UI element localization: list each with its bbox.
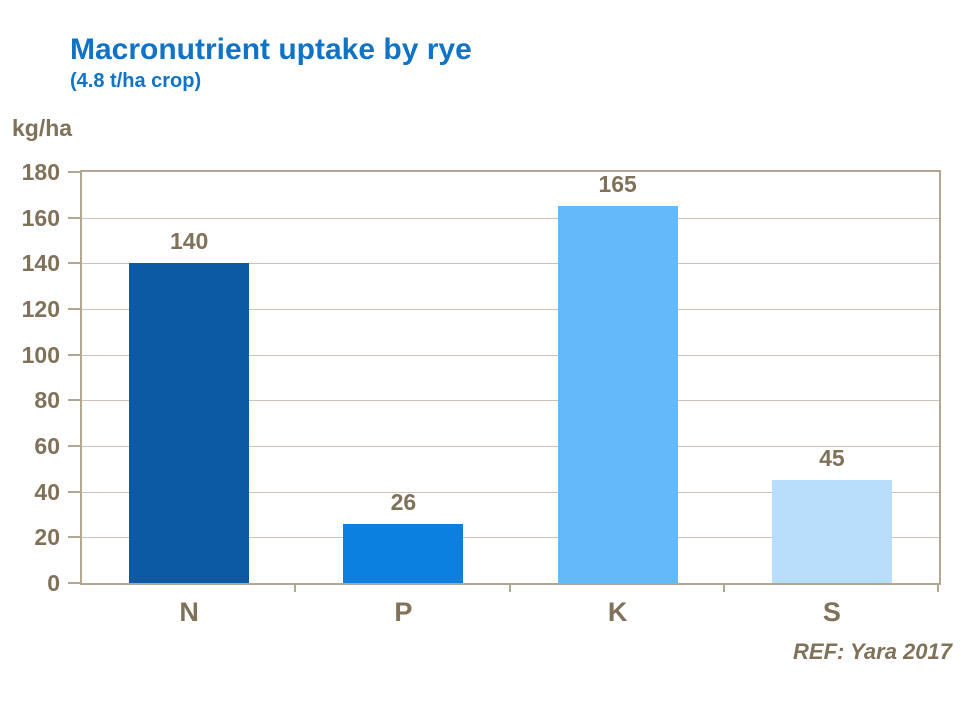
y-tick-label-160: 160 bbox=[21, 204, 60, 231]
y-tick-label-0: 0 bbox=[47, 570, 60, 596]
y-tick-label-20: 20 bbox=[34, 524, 60, 551]
gridline bbox=[82, 446, 939, 447]
y-tick-label-80: 80 bbox=[34, 387, 60, 414]
x-tick-mark bbox=[937, 585, 939, 592]
gridline bbox=[82, 537, 939, 539]
x-axis-label-K: K bbox=[607, 597, 628, 627]
y-tick-mark bbox=[68, 582, 80, 584]
y-tick-mark bbox=[68, 308, 80, 310]
chart-subtitle: (4.8 t/ha crop) bbox=[70, 70, 202, 92]
gridline bbox=[82, 400, 939, 402]
chart-title: Macronutrient uptake by rye bbox=[70, 33, 472, 66]
x-tick-mark bbox=[508, 585, 511, 592]
bar-N bbox=[129, 263, 250, 583]
y-tick-mark bbox=[68, 353, 80, 356]
y-tick-label-120: 120 bbox=[21, 296, 60, 322]
bar-value-S: 45 bbox=[819, 445, 845, 472]
gridline bbox=[82, 491, 939, 493]
gridline bbox=[82, 217, 939, 219]
y-tick-label-100: 100 bbox=[21, 341, 60, 368]
x-tick-mark bbox=[294, 585, 297, 592]
x-axis-label-S: S bbox=[822, 597, 841, 627]
gridline bbox=[82, 309, 939, 310]
y-tick-label-60: 60 bbox=[34, 433, 60, 459]
y-tick-mark bbox=[68, 490, 80, 493]
y-tick-mark bbox=[68, 536, 80, 539]
gridline bbox=[82, 354, 939, 356]
bar-value-P: 26 bbox=[390, 488, 417, 515]
y-axis-unit-label: kg/ha bbox=[12, 115, 73, 141]
gridline bbox=[82, 263, 939, 265]
y-tick-label-140: 140 bbox=[21, 250, 60, 277]
y-tick-mark bbox=[68, 216, 80, 219]
y-tick-mark bbox=[68, 262, 80, 265]
bar-P bbox=[343, 523, 464, 583]
x-tick-mark bbox=[722, 585, 725, 592]
y-tick-label-180: 180 bbox=[21, 159, 60, 185]
bar-K bbox=[557, 206, 678, 583]
reference-text: REF: Yara 2017 bbox=[793, 639, 952, 664]
x-axis-label-N: N bbox=[179, 597, 199, 627]
bar-S bbox=[771, 480, 892, 583]
plot-area: 140 26 165 45 bbox=[80, 170, 941, 585]
y-tick-mark bbox=[68, 399, 80, 402]
y-tick-label-40: 40 bbox=[34, 478, 60, 505]
x-axis-label-P: P bbox=[394, 597, 413, 627]
bar-value-N: 140 bbox=[169, 228, 209, 255]
y-tick-mark bbox=[68, 171, 80, 173]
y-tick-mark bbox=[68, 445, 80, 447]
bar-value-K: 165 bbox=[598, 171, 637, 198]
